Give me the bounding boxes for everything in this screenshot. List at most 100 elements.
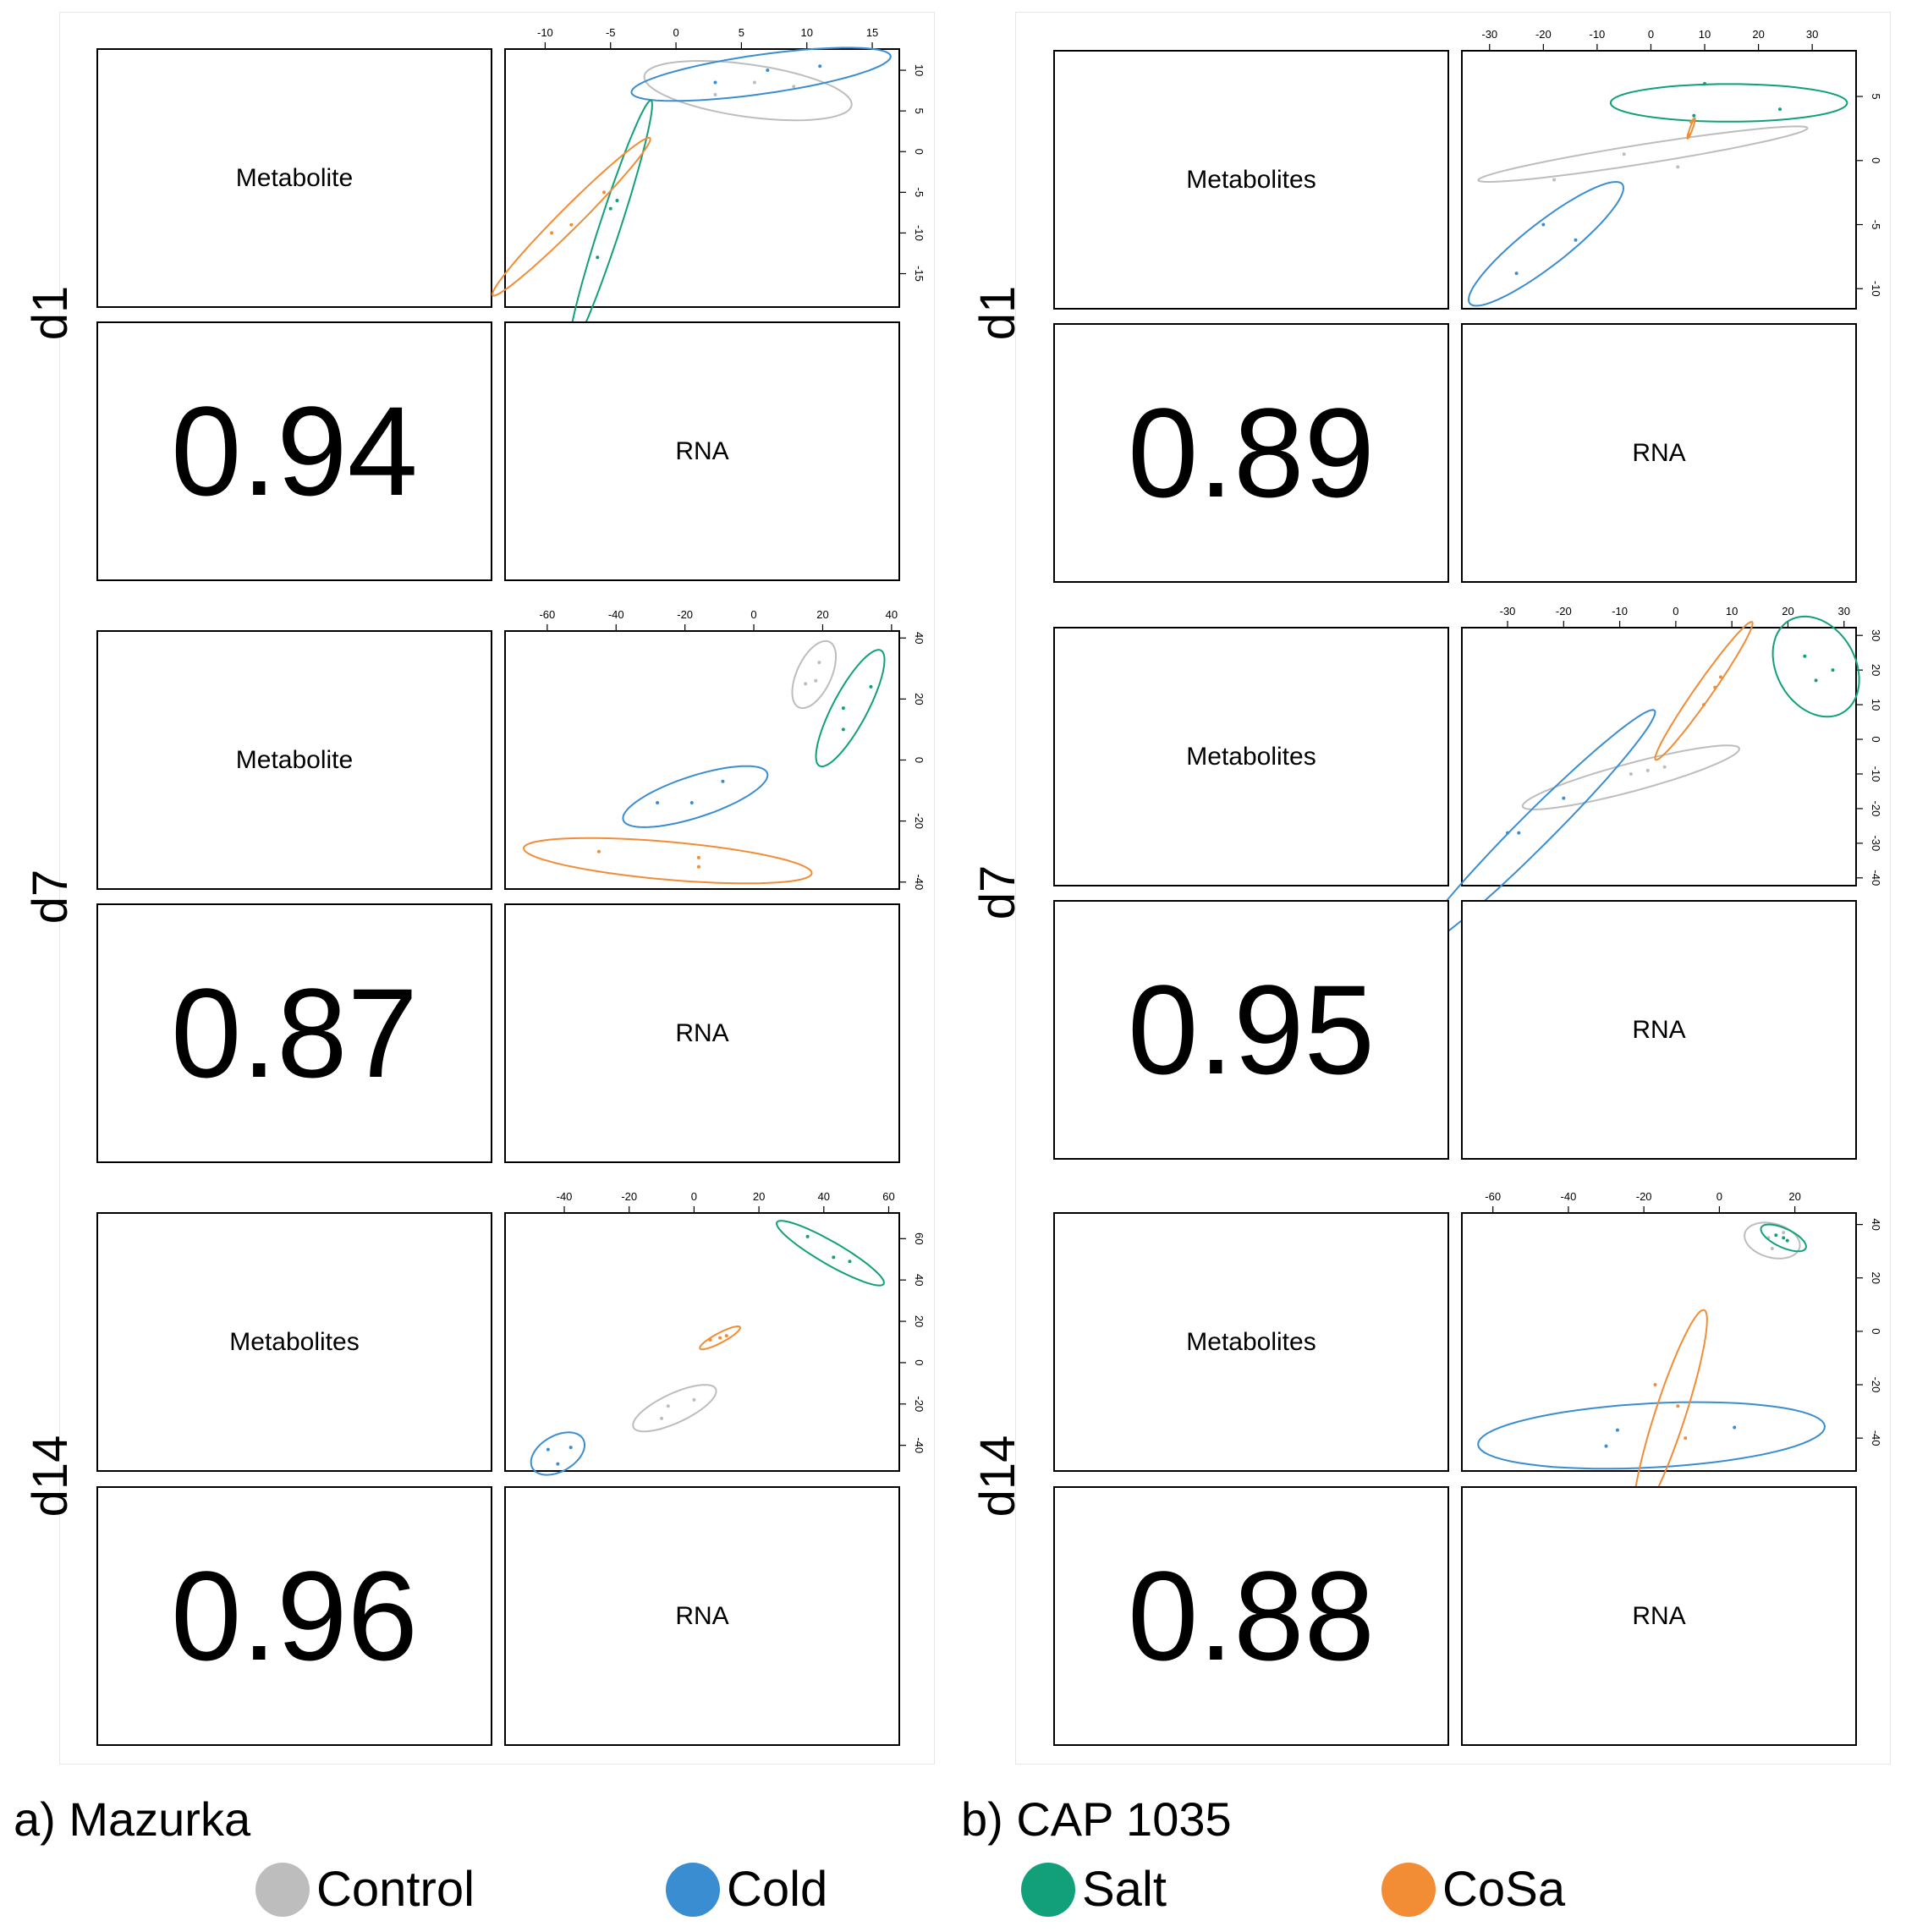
y-tick-label: 20 xyxy=(913,1315,926,1327)
point-cosa xyxy=(550,231,554,235)
point-control xyxy=(1622,152,1626,156)
y-tick-label: -5 xyxy=(1870,220,1882,230)
y-tick-label: 5 xyxy=(913,108,926,114)
y-tick-label: 0 xyxy=(913,757,926,763)
rna-label-a-d1: RNA xyxy=(504,321,900,581)
point-cold xyxy=(1615,1428,1619,1432)
point-cosa xyxy=(1676,1404,1680,1408)
point-cold xyxy=(689,801,694,804)
y-tick-label: -20 xyxy=(1870,801,1882,817)
y-tick-label: -40 xyxy=(913,1437,926,1453)
point-cold xyxy=(569,1446,573,1450)
x-tick-label: -10 xyxy=(537,26,553,39)
y-tick-label: 10 xyxy=(913,64,926,76)
y-tick-label: 20 xyxy=(913,693,926,705)
y-tick-label: 10 xyxy=(1870,699,1882,711)
plot-a-d7: -60 -40 -20 0 20 40 -40 -20 0 20 40 xyxy=(504,608,926,890)
x-tick-label: -40 xyxy=(557,1190,573,1203)
point-control xyxy=(1770,1247,1774,1251)
ellipse-control xyxy=(632,1384,717,1433)
point-cold xyxy=(1574,238,1578,242)
point-cold xyxy=(1604,1444,1608,1448)
point-cosa xyxy=(708,1338,712,1342)
y-tick-label: -40 xyxy=(913,874,926,890)
legend-swatch-cold xyxy=(666,1862,720,1917)
y-tick-label: -30 xyxy=(1870,835,1882,851)
legend-swatch-control xyxy=(255,1862,310,1917)
y-tick-label: -10 xyxy=(913,225,926,241)
point-salt xyxy=(1782,1236,1786,1240)
x-tick-label: 10 xyxy=(1699,28,1711,41)
x-tick-label: -60 xyxy=(1485,1190,1501,1203)
ellipse-cold xyxy=(530,1431,585,1476)
point-cosa xyxy=(1713,685,1717,689)
y-tick-label: 60 xyxy=(913,1232,926,1244)
row-label-a-d14: d14 xyxy=(23,1435,78,1518)
point-salt xyxy=(1803,654,1807,658)
point-cosa xyxy=(1692,118,1696,122)
x-tick-label: 0 xyxy=(1648,28,1654,41)
point-salt xyxy=(1814,678,1818,683)
ellipse-control xyxy=(1477,125,1809,184)
point-salt xyxy=(1778,107,1782,112)
correlation-a-d14: 0.96 xyxy=(96,1486,492,1746)
point-salt xyxy=(1703,81,1707,85)
x-tick-label: -20 xyxy=(1556,605,1572,617)
y-tick-label: -10 xyxy=(1870,766,1882,782)
x-tick-label: 30 xyxy=(1806,28,1818,41)
x-tick-label: 20 xyxy=(1752,28,1764,41)
x-tick-label: 10 xyxy=(800,26,812,39)
ellipse-salt xyxy=(815,649,886,768)
row-label-b-d14: d14 xyxy=(970,1435,1025,1518)
point-control xyxy=(1629,771,1633,776)
x-tick-label: -10 xyxy=(1612,605,1628,617)
plot-a-d14: -40 -20 0 20 40 60 -40 -20 0 20 40 60 xyxy=(504,1190,926,1476)
x-tick-label: -20 xyxy=(677,608,693,621)
x-tick-label: -30 xyxy=(1500,605,1516,617)
x-tick-label: -30 xyxy=(1481,28,1497,41)
legend-label-control: Control xyxy=(316,1862,475,1917)
x-tick-label: 20 xyxy=(753,1190,765,1203)
point-cold xyxy=(1506,831,1510,835)
ellipse-salt xyxy=(1760,1223,1807,1253)
point-control xyxy=(692,1397,696,1402)
y-tick-label: -5 xyxy=(913,188,926,198)
point-cold xyxy=(713,80,717,85)
y-tick-label: -20 xyxy=(913,813,926,829)
y-tick-label: 0 xyxy=(913,1359,926,1365)
point-cosa xyxy=(569,222,574,227)
y-tick-label: 5 xyxy=(1870,93,1882,99)
point-control xyxy=(804,682,808,686)
row-label-a-d1: d1 xyxy=(23,285,78,341)
legend-label-cold: Cold xyxy=(727,1862,828,1917)
y-tick-label: 40 xyxy=(913,1274,926,1286)
row-label-b-d1: d1 xyxy=(970,285,1025,341)
plot-area xyxy=(522,639,886,885)
ellipse-salt xyxy=(1609,83,1848,123)
metabolite-label-a-d14: Metabolites xyxy=(96,1212,492,1472)
x-tick-label: 15 xyxy=(866,26,878,39)
legend-label-cosa: CoSa xyxy=(1442,1862,1566,1917)
ellipse-cold xyxy=(1477,1401,1826,1470)
y-tick-label: 0 xyxy=(1870,1328,1882,1334)
rna-label-a-d14: RNA xyxy=(504,1486,900,1746)
legend-swatch-salt xyxy=(1021,1862,1075,1917)
point-control xyxy=(1645,768,1650,772)
plot-area xyxy=(530,1220,885,1476)
x-tick-label: -40 xyxy=(1561,1190,1577,1203)
x-tick-label: -10 xyxy=(1590,28,1606,41)
y-tick-label: 0 xyxy=(1870,736,1882,742)
ellipse-cosa xyxy=(491,136,651,297)
point-control xyxy=(1782,1231,1786,1235)
point-cold xyxy=(1517,831,1521,835)
x-tick-label: 40 xyxy=(886,608,898,621)
point-control xyxy=(752,80,756,85)
point-control xyxy=(660,1416,664,1420)
point-cosa xyxy=(1718,675,1722,679)
point-salt xyxy=(608,206,612,211)
x-tick-label: 20 xyxy=(1788,1190,1800,1203)
point-cosa xyxy=(1684,1436,1688,1441)
x-tick-label: 0 xyxy=(673,26,678,39)
correlation-b-d1: 0.89 xyxy=(1053,323,1449,583)
point-salt xyxy=(1774,1233,1778,1238)
